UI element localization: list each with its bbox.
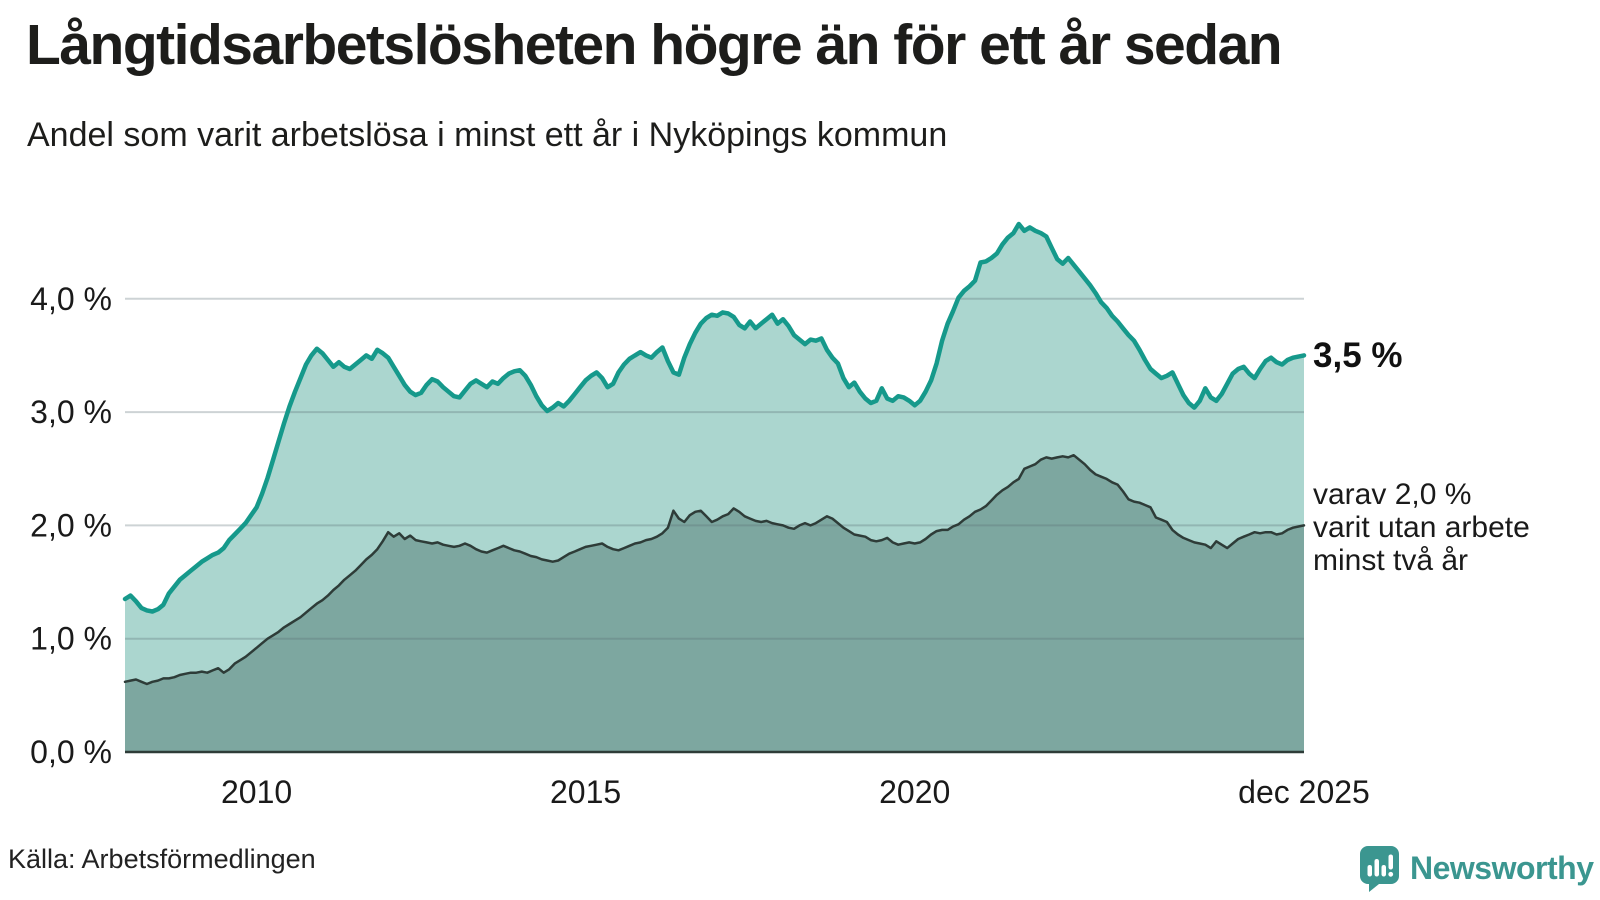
source-note: Källa: Arbetsförmedlingen: [8, 844, 316, 874]
annotation-line-1: varav 2,0 %: [1313, 478, 1472, 511]
x-axis-label-0: 2010: [221, 774, 292, 810]
area-fill-series-1: [125, 455, 1304, 752]
series-line-0: [122, 221, 1307, 614]
x-axis-label-2: 2020: [879, 774, 950, 810]
series-line-1: [123, 453, 1306, 686]
page-subtitle: Andel som varit arbetslösa i minst ett å…: [27, 116, 948, 154]
newsworthy-logo: Newsworthy: [1357, 843, 1594, 893]
page-title: Långtidsarbetslösheten högre än för ett …: [26, 13, 1283, 77]
y-axis-label-0: 0,0 %: [30, 734, 112, 770]
newsworthy-logo-text: Newsworthy: [1410, 849, 1594, 886]
y-axis-label-1: 1,0 %: [30, 621, 112, 657]
y-axis-label-4: 4,0 %: [30, 281, 112, 317]
x-axis-label-3: dec 2025: [1238, 774, 1370, 810]
y-axis-label-3: 3,0 %: [30, 394, 112, 430]
series-annotation-two-years: varav 2,0 % varit utan arbete minst två …: [1313, 478, 1593, 577]
x-axis-label-1: 2015: [550, 774, 621, 810]
annotation-line-3: minst två år: [1313, 544, 1469, 577]
y-axis-label-2: 2,0 %: [30, 507, 112, 543]
newsworthy-logo-icon: [1360, 845, 1399, 892]
series-end-label-one-year: 3,5 %: [1313, 336, 1403, 375]
annotation-line-2: varit utan arbete: [1313, 511, 1530, 544]
